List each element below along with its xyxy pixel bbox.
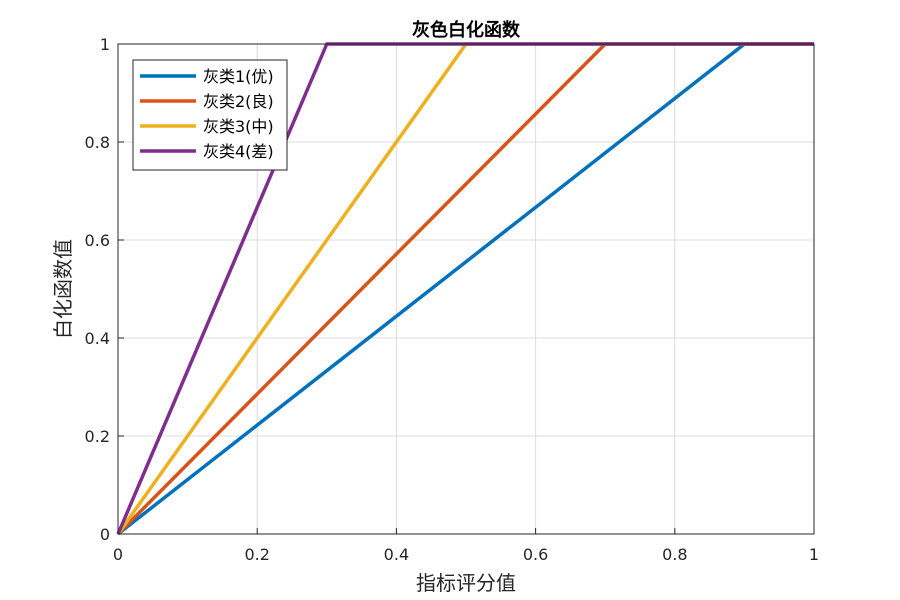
chart-title: 灰色白化函数 [412,19,521,41]
legend-label-1: 灰类1(优) [203,67,274,86]
x-tick-label: 0.6 [523,545,548,564]
legend-label-4: 灰类4(差) [203,142,274,161]
x-tick-label: 0 [113,545,123,564]
legend-label-3: 灰类3(中) [203,117,274,136]
y-tick-label: 0.6 [85,231,110,250]
y-tick-label: 1 [100,35,110,54]
x-tick-label: 0.4 [384,545,409,564]
x-tick-label: 1 [809,545,819,564]
x-axis-label: 指标评分值 [416,571,516,595]
y-axis-label: 白化函数值 [51,239,75,339]
y-tick-label: 0.2 [85,427,110,446]
legend: 灰类1(优) 灰类2(良) 灰类3(中) 灰类4(差) [132,59,288,171]
legend-label-2: 灰类2(良) [203,92,274,111]
y-tick-label: 0 [100,525,110,544]
axis-ticks: 0 0.2 0.4 0.6 0.8 1 0 0.2 0.4 0.6 0.8 1 [85,35,820,564]
y-tick-label: 0.4 [85,329,110,348]
plot-area-frame [117,43,815,535]
y-tick-label: 0.8 [85,133,110,152]
x-tick-label: 0.2 [244,545,269,564]
x-tick-label: 0.8 [662,545,687,564]
